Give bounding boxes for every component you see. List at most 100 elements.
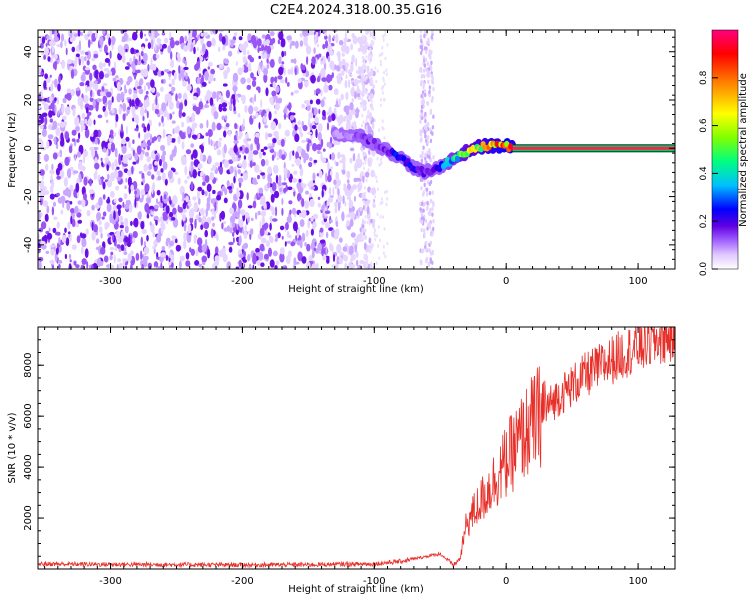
noise-speck	[364, 208, 367, 212]
noise-speck	[63, 177, 69, 187]
noise-speck	[276, 151, 279, 157]
noise-speck	[93, 129, 99, 138]
noise-speck	[296, 229, 300, 239]
noise-speck	[314, 37, 318, 42]
noise-speck	[186, 233, 192, 243]
noise-speck	[126, 80, 131, 86]
noise-speck	[116, 93, 122, 103]
noise-speck	[313, 47, 316, 54]
noise-speck	[39, 124, 44, 130]
noise-speck	[315, 128, 318, 139]
noise-speck	[218, 30, 224, 33]
noise-speck	[38, 152, 41, 162]
noise-speck	[335, 33, 339, 44]
noise-speck	[338, 40, 344, 46]
noise-speck	[291, 66, 294, 75]
noise-speck	[317, 196, 321, 200]
noise-speck	[122, 258, 126, 267]
noise-speck	[218, 137, 222, 141]
noise-speck	[328, 84, 333, 91]
noise-speck	[75, 264, 80, 269]
noise-speck	[81, 198, 86, 208]
noise-speck	[376, 156, 379, 161]
noise-speck	[130, 220, 133, 227]
noise-speck	[381, 45, 384, 50]
noise-speck	[274, 265, 278, 269]
noise-speck	[186, 205, 189, 209]
noise-speck	[201, 189, 205, 196]
noise-speck	[54, 54, 58, 60]
noise-speck	[78, 58, 82, 66]
noise-speck	[138, 88, 144, 95]
noise-speck	[326, 74, 332, 83]
noise-speck	[85, 84, 88, 93]
noise-speck	[431, 125, 435, 130]
noise-speck	[370, 261, 373, 266]
noise-speck	[162, 43, 167, 49]
noise-speck	[156, 170, 161, 176]
noise-speck	[150, 223, 155, 233]
noise-speck	[80, 74, 86, 82]
noise-speck	[257, 174, 260, 180]
noise-speck	[282, 182, 287, 186]
noise-speck	[382, 34, 385, 39]
noise-speck	[58, 264, 61, 269]
noise-speck	[207, 248, 211, 259]
noise-speck	[299, 40, 304, 47]
noise-speck	[59, 121, 66, 128]
noise-speck	[258, 151, 263, 159]
noise-speck	[197, 237, 203, 246]
noise-speck	[198, 101, 204, 110]
noise-speck	[209, 171, 214, 181]
noise-speck	[233, 140, 239, 144]
noise-speck	[425, 240, 428, 246]
noise-speck	[337, 188, 340, 196]
noise-speck	[82, 155, 86, 164]
noise-speck	[122, 113, 126, 121]
noise-speck	[64, 106, 71, 116]
noise-speck	[364, 204, 367, 209]
noise-speck	[90, 263, 94, 269]
noise-speck	[323, 84, 329, 93]
noise-speck	[116, 81, 121, 92]
noise-speck	[204, 190, 208, 197]
noise-speck	[382, 244, 385, 249]
noise-speck	[197, 163, 203, 170]
noise-speck	[269, 58, 275, 68]
noise-speck	[118, 106, 122, 115]
noise-speck	[281, 154, 286, 161]
noise-speck	[114, 158, 118, 167]
noise-speck	[228, 246, 233, 253]
noise-speck	[367, 57, 370, 61]
noise-speck	[128, 184, 132, 195]
noise-speck	[342, 246, 348, 252]
noise-speck	[83, 192, 87, 201]
noise-speck	[150, 79, 155, 88]
noise-speck	[116, 244, 121, 249]
noise-speck	[258, 55, 262, 60]
noise-speck	[214, 145, 217, 150]
noise-speck	[100, 157, 103, 162]
noise-speck	[303, 156, 307, 164]
noise-speck	[90, 133, 94, 138]
noise-speck	[260, 148, 265, 153]
noise-speck	[95, 102, 99, 112]
noise-speck	[169, 240, 174, 247]
noise-speck	[150, 87, 156, 93]
noise-speck	[124, 225, 129, 234]
noise-speck	[155, 218, 158, 226]
noise-speck	[99, 36, 103, 46]
noise-speck	[192, 95, 198, 100]
noise-speck	[57, 110, 60, 117]
noise-speck	[80, 246, 84, 255]
noise-speck	[344, 80, 348, 89]
noise-speck	[237, 99, 240, 103]
noise-speck	[370, 151, 372, 155]
noise-speck	[84, 67, 90, 71]
noise-speck	[350, 73, 353, 78]
noise-speck	[280, 38, 286, 48]
noise-speck	[251, 80, 257, 87]
noise-speck	[266, 45, 272, 55]
noise-speck	[102, 211, 107, 217]
noise-speck	[132, 139, 135, 144]
